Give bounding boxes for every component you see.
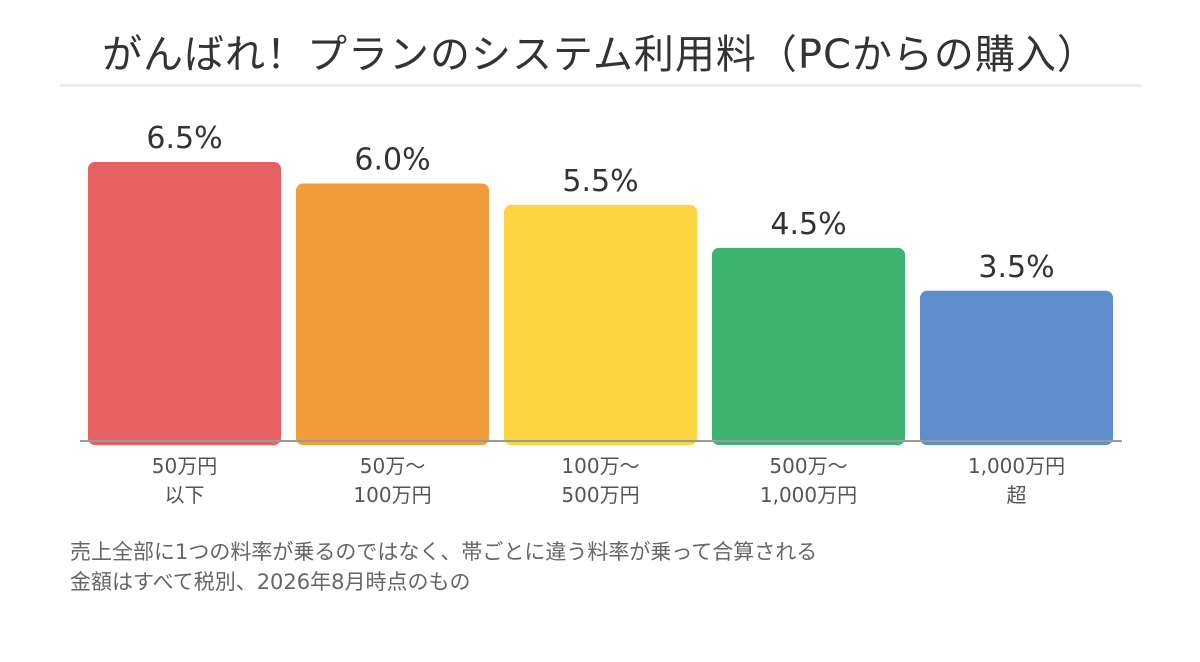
category-label-4-line-1: 500万〜 [769, 454, 847, 478]
bar-value-label-4: 4.5% [770, 207, 846, 242]
category-label-3-line-2: 500万円 [561, 483, 639, 507]
category-label-2-line-2: 100万円 [353, 483, 431, 507]
category-label-2-line-1: 50万〜 [360, 454, 425, 478]
bars-group [88, 162, 1113, 445]
category-label-1-line-1: 50万円 [152, 454, 217, 478]
note-calculation: 売上全部に1つの料率が乗るのではなく、帯ごとに違う料率が乗って合算される [70, 540, 818, 564]
title-divider [60, 84, 1141, 87]
category-label-1-line-2: 以下 [165, 483, 205, 507]
chart-title: がんばれ！プランのシステム利用料（PCからの購入） [102, 32, 1098, 78]
bar-4 [712, 247, 905, 445]
bar-value-label-2: 6.0% [354, 142, 430, 177]
category-label-5-line-1: 1,000万円 [968, 454, 1065, 478]
bar-5 [920, 290, 1113, 445]
bar-value-label-1: 6.5% [146, 121, 222, 156]
bar-3 [504, 204, 697, 445]
bar-value-label-5: 3.5% [978, 250, 1054, 285]
bar-value-label-3: 5.5% [562, 164, 638, 199]
category-label-4-line-2: 1,000万円 [760, 483, 857, 507]
category-label-5-line-2: 超 [1007, 483, 1027, 507]
bar-2 [296, 183, 489, 445]
value-labels-group: 6.5% 6.0% 5.5% 4.5% 3.5% [146, 121, 1054, 285]
note-tax: 金額はすべて税別、2026年8月時点のもの [70, 570, 471, 594]
bar-1 [88, 162, 281, 445]
category-label-3-line-1: 100万〜 [561, 454, 639, 478]
